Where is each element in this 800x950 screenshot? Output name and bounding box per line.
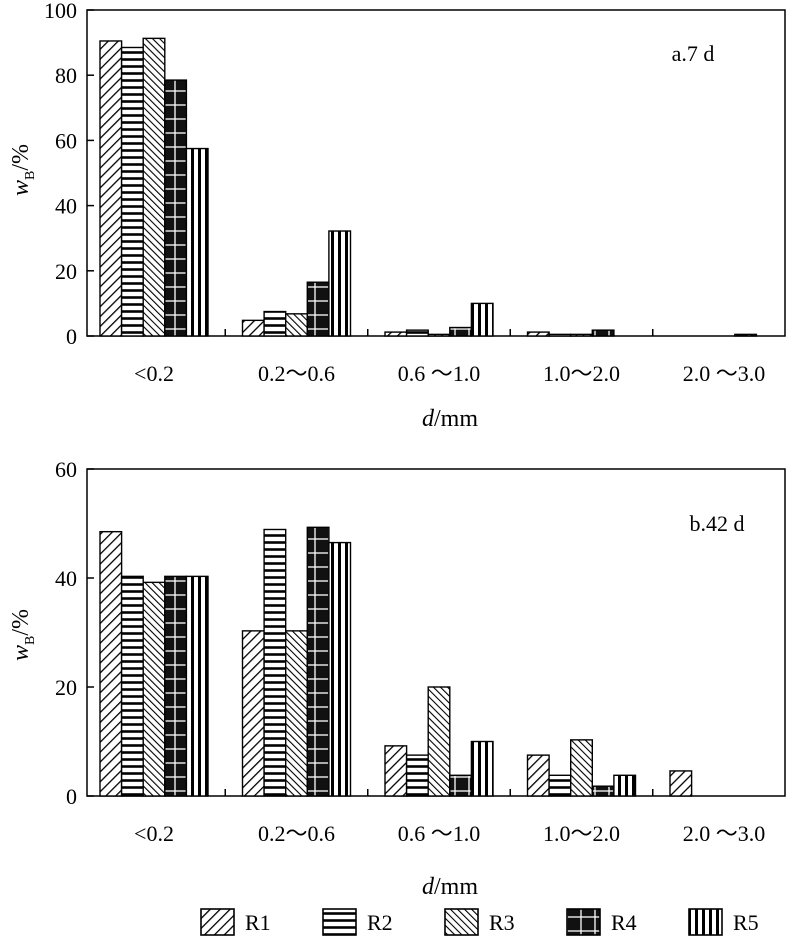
y-axis-title-b-main: w: [8, 645, 34, 661]
y-axis-title-a-sub: B: [23, 171, 38, 180]
x-axis-title-b: d/mm: [422, 874, 478, 900]
bar-r1-1: [241, 319, 265, 337]
panel-b: 0 20 40 60 <0.2 0.2～0.6 0.6 ～1.0 1.0～2.0 2.0 ～3…: [8, 457, 786, 900]
bar-r2-2: [405, 754, 429, 797]
legend-swatch-r5: [688, 908, 723, 936]
legend-label-r1: R1: [245, 910, 271, 935]
bar-r2-1: [263, 310, 287, 337]
bar-r2-0: [120, 46, 144, 337]
x-tick-label: 1.0～2.0: [543, 361, 620, 386]
bar-r5-2: [470, 302, 494, 337]
y-tick-label: 0: [66, 784, 77, 809]
legend-label-r5: R5: [733, 910, 759, 935]
bar-r1-0: [99, 530, 123, 797]
y-axis-title-b-unit: /%: [8, 609, 34, 636]
bar-r4-4: [734, 333, 758, 337]
bar-r5-3: [613, 774, 637, 797]
y-tick-label: 80: [55, 63, 77, 88]
x-axis-title-a-unit: /mm: [434, 406, 478, 432]
bar-r3-0: [142, 37, 166, 337]
x-axis-title-a-var: d: [422, 406, 435, 432]
y-tick-label: 40: [55, 194, 77, 219]
bar-r5-2: [470, 740, 494, 797]
bar-r2-0: [120, 575, 144, 797]
x-tick-label: <0.2: [134, 821, 174, 846]
bars-b: [99, 526, 693, 797]
x-tick-label: 0.2～0.6: [258, 361, 335, 386]
bar-r4-2: [449, 774, 473, 797]
bar-r4-3: [591, 785, 615, 797]
legend-label-r3: R3: [489, 910, 515, 935]
bar-r1-4: [669, 770, 693, 797]
bar-r2-3: [548, 774, 572, 797]
legend-label-r4: R4: [611, 910, 637, 935]
x-axis-title-b-var: d: [422, 874, 435, 900]
bar-r5-0: [185, 575, 209, 797]
x-axis-title-b-unit: /mm: [434, 874, 478, 900]
bar-r3-2: [427, 686, 451, 797]
x-axis-b: <0.2 0.2～0.6 0.6 ～1.0 1.0～2.0 2.0 ～3.0: [134, 789, 765, 846]
bar-r4-0: [164, 575, 188, 797]
panel-label-b: b.42 d: [690, 511, 745, 536]
x-tick-label: 1.0～2.0: [543, 821, 620, 846]
bar-r4-2: [449, 326, 473, 337]
y-tick-label: 20: [55, 259, 77, 284]
y-axis-a: 0 20 40 60 80 100: [44, 0, 94, 349]
legend-label-r2: R2: [367, 910, 393, 935]
bar-r3-3: [570, 739, 594, 797]
x-tick-label: 0.6 ～1.0: [398, 361, 481, 386]
y-tick-label: 0: [66, 324, 77, 349]
bar-r3-2: [427, 333, 451, 337]
legend-swatch-r3: [444, 908, 479, 936]
bar-r1-0: [99, 40, 123, 337]
bar-r3-3: [570, 333, 594, 337]
bar-r4-3: [591, 329, 615, 337]
bar-r3-1: [285, 313, 309, 337]
bar-r2-2: [405, 329, 429, 337]
bar-r5-1: [328, 230, 352, 337]
bar-r4-0: [164, 79, 188, 337]
bar-r2-3: [548, 333, 572, 337]
x-tick-label: 2.0 ～3.0: [683, 821, 766, 846]
x-tick-label: 0.2～0.6: [258, 821, 335, 846]
y-tick-label: 60: [55, 128, 77, 153]
legend-swatch-r1: [200, 908, 235, 936]
panel-label-a: a.7 d: [672, 41, 715, 66]
panel-a: 0 20 40 60 80 100 <0.2 0.2～0.6 0.6 ～1.0 1.0～2.0 2…: [8, 0, 786, 432]
y-axis-b: 0 20 40 60: [55, 457, 94, 809]
legend-swatch-r2: [322, 908, 357, 936]
bar-r5-1: [328, 541, 352, 797]
y-axis-title-b: wB/%: [8, 609, 38, 661]
x-tick-label: <0.2: [134, 361, 174, 386]
bar-r1-2: [384, 745, 408, 797]
x-tick-label: 2.0 ～3.0: [683, 361, 766, 386]
bars-a: [99, 37, 758, 337]
bar-r2-1: [263, 528, 287, 797]
y-axis-title-a: wB/%: [8, 144, 38, 196]
x-tick-label: 0.6 ～1.0: [398, 821, 481, 846]
x-axis-a: <0.2 0.2～0.6 0.6 ～1.0 1.0～2.0 2.0 ～3.0: [134, 329, 765, 386]
bar-r3-1: [285, 630, 309, 797]
y-axis-title-b-sub: B: [23, 636, 38, 645]
bar-r3-0: [142, 581, 166, 797]
bar-r1-1: [241, 630, 265, 797]
bar-r4-1: [306, 281, 330, 337]
bar-r4-1: [306, 526, 330, 797]
bar-r1-3: [526, 331, 550, 337]
legend-swatch-r4: [566, 908, 601, 936]
bar-r1-3: [526, 754, 550, 797]
x-axis-title-a: d/mm: [422, 406, 478, 432]
y-tick-label: 40: [55, 566, 77, 591]
y-tick-label: 60: [55, 457, 77, 482]
y-axis-title-a-main: w: [8, 180, 34, 196]
bar-r1-2: [384, 331, 408, 337]
y-axis-title-a-unit: /%: [8, 144, 34, 171]
legend: R1 R2 R3 R4 R5: [200, 908, 759, 936]
bar-r5-0: [185, 147, 209, 337]
y-tick-label: 100: [44, 0, 77, 23]
y-tick-label: 20: [55, 675, 77, 700]
